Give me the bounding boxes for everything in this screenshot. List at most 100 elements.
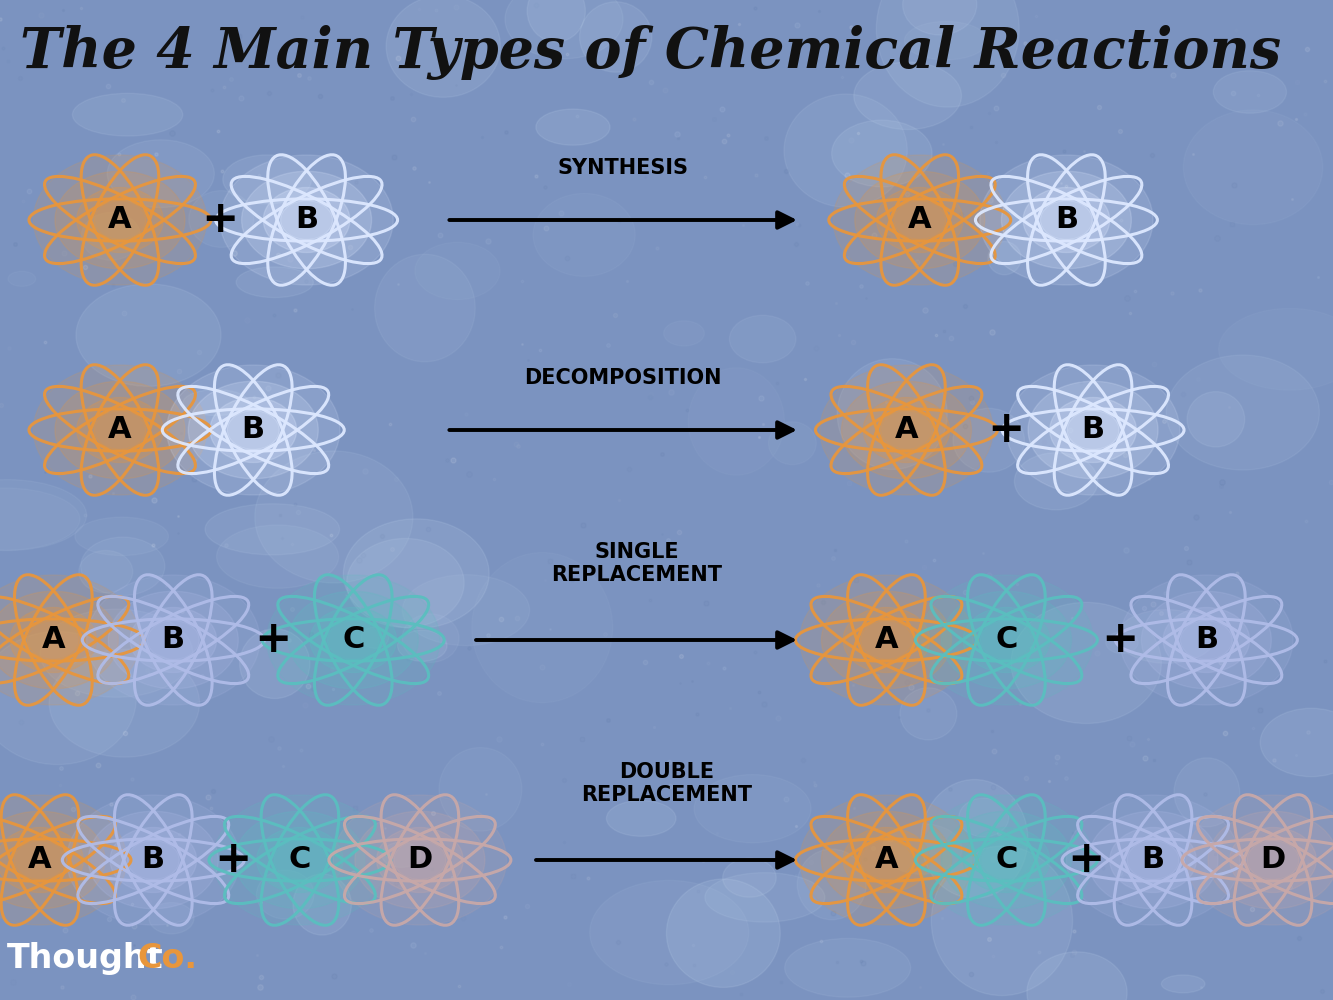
Circle shape bbox=[111, 828, 197, 892]
Ellipse shape bbox=[958, 798, 1009, 837]
Ellipse shape bbox=[722, 858, 776, 897]
Text: C: C bbox=[343, 626, 364, 654]
Ellipse shape bbox=[183, 390, 249, 416]
Text: A: A bbox=[874, 846, 898, 874]
Text: A: A bbox=[28, 846, 52, 874]
Circle shape bbox=[844, 607, 930, 672]
Circle shape bbox=[1041, 200, 1093, 239]
Text: C: C bbox=[996, 846, 1017, 874]
Ellipse shape bbox=[904, 21, 988, 60]
Ellipse shape bbox=[705, 873, 825, 922]
Circle shape bbox=[962, 607, 1050, 672]
Ellipse shape bbox=[785, 938, 910, 997]
Ellipse shape bbox=[854, 62, 961, 130]
Ellipse shape bbox=[79, 550, 133, 593]
Circle shape bbox=[0, 575, 140, 705]
Text: A: A bbox=[908, 206, 932, 234]
Ellipse shape bbox=[536, 109, 611, 145]
Text: +: + bbox=[255, 618, 292, 662]
Text: +: + bbox=[1068, 838, 1105, 882]
Circle shape bbox=[861, 620, 913, 660]
Text: +: + bbox=[215, 838, 252, 882]
Circle shape bbox=[213, 795, 387, 925]
Circle shape bbox=[1110, 828, 1197, 892]
Circle shape bbox=[1001, 171, 1132, 269]
Text: SINGLE
REPLACEMENT: SINGLE REPLACEMENT bbox=[551, 542, 722, 585]
Ellipse shape bbox=[0, 480, 87, 551]
Circle shape bbox=[0, 591, 119, 689]
Ellipse shape bbox=[1174, 758, 1240, 827]
Circle shape bbox=[1024, 188, 1110, 252]
Ellipse shape bbox=[397, 630, 447, 661]
Circle shape bbox=[877, 188, 962, 252]
Ellipse shape bbox=[607, 800, 676, 836]
Ellipse shape bbox=[666, 879, 780, 987]
Text: B: B bbox=[141, 846, 165, 874]
Circle shape bbox=[33, 365, 207, 495]
Circle shape bbox=[108, 591, 239, 689]
Circle shape bbox=[275, 840, 325, 880]
Circle shape bbox=[881, 410, 933, 450]
Ellipse shape bbox=[0, 632, 136, 765]
Circle shape bbox=[1162, 607, 1250, 672]
Ellipse shape bbox=[344, 519, 489, 628]
Circle shape bbox=[854, 171, 985, 269]
Circle shape bbox=[27, 620, 80, 660]
Circle shape bbox=[395, 840, 445, 880]
Circle shape bbox=[821, 591, 952, 689]
Ellipse shape bbox=[1260, 708, 1333, 777]
Ellipse shape bbox=[189, 191, 253, 247]
Circle shape bbox=[920, 575, 1093, 705]
Text: SYNTHESIS: SYNTHESIS bbox=[557, 158, 689, 178]
Text: C: C bbox=[289, 846, 311, 874]
Ellipse shape bbox=[729, 315, 796, 363]
Ellipse shape bbox=[293, 874, 352, 935]
Ellipse shape bbox=[921, 780, 1028, 898]
Circle shape bbox=[13, 840, 67, 880]
Circle shape bbox=[55, 381, 185, 479]
Circle shape bbox=[355, 811, 485, 909]
Circle shape bbox=[131, 607, 216, 672]
Ellipse shape bbox=[505, 0, 623, 59]
Circle shape bbox=[941, 591, 1072, 689]
Ellipse shape bbox=[797, 849, 866, 920]
Ellipse shape bbox=[988, 241, 1021, 275]
Text: A: A bbox=[108, 416, 132, 444]
Circle shape bbox=[861, 840, 913, 880]
Circle shape bbox=[211, 397, 297, 462]
Ellipse shape bbox=[1213, 71, 1286, 113]
Circle shape bbox=[309, 607, 397, 672]
Circle shape bbox=[328, 620, 379, 660]
Ellipse shape bbox=[1184, 110, 1322, 225]
Ellipse shape bbox=[361, 627, 389, 648]
Ellipse shape bbox=[81, 213, 140, 260]
Circle shape bbox=[128, 840, 180, 880]
Circle shape bbox=[941, 811, 1072, 909]
Circle shape bbox=[93, 200, 147, 239]
Text: A: A bbox=[874, 626, 898, 654]
Ellipse shape bbox=[1218, 308, 1333, 390]
Text: DOUBLE
REPLACEMENT: DOUBLE REPLACEMENT bbox=[581, 762, 752, 805]
Circle shape bbox=[33, 155, 207, 285]
Ellipse shape bbox=[1117, 610, 1216, 663]
Text: B: B bbox=[241, 416, 265, 444]
Text: +: + bbox=[201, 198, 239, 241]
Ellipse shape bbox=[240, 629, 309, 699]
Ellipse shape bbox=[533, 193, 635, 276]
Ellipse shape bbox=[347, 538, 464, 628]
Ellipse shape bbox=[1166, 355, 1320, 470]
Ellipse shape bbox=[216, 525, 339, 588]
Ellipse shape bbox=[205, 504, 340, 555]
Text: The 4 Main Types of Chemical Reactions: The 4 Main Types of Chemical Reactions bbox=[20, 25, 1281, 80]
Text: DECOMPOSITION: DECOMPOSITION bbox=[524, 368, 722, 388]
Circle shape bbox=[820, 365, 993, 495]
Circle shape bbox=[1246, 840, 1298, 880]
Ellipse shape bbox=[75, 517, 168, 556]
Circle shape bbox=[800, 795, 973, 925]
Ellipse shape bbox=[403, 614, 459, 662]
Ellipse shape bbox=[40, 609, 193, 697]
Circle shape bbox=[1208, 811, 1333, 909]
Ellipse shape bbox=[49, 649, 200, 757]
Circle shape bbox=[844, 828, 930, 892]
Ellipse shape bbox=[589, 880, 749, 985]
